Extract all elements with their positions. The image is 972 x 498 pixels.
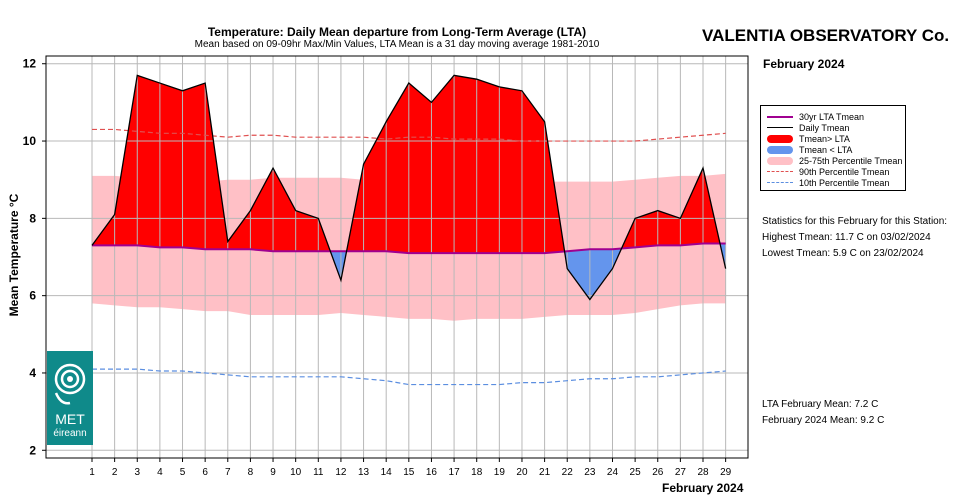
x-tick-label: 16 [426, 467, 438, 478]
p90-line [92, 128, 726, 142]
stats-heading: Statistics for this February for this St… [762, 216, 948, 227]
x-tick-label: 7 [225, 467, 231, 478]
above-lta-fill [499, 86, 522, 254]
above-lta-fill [250, 168, 274, 252]
stats-lowest: Lowest Tmean: 5.9 C on 23/02/2024 [762, 248, 924, 259]
x-tick-label: 24 [607, 467, 619, 478]
legend-swatch-p90 [767, 171, 793, 172]
y-tick-label: 2 [29, 443, 36, 457]
x-tick-label: 28 [697, 467, 709, 478]
lta-line [92, 242, 726, 255]
below-lta-fill [567, 249, 590, 300]
daily-line [91, 74, 727, 301]
above-lta-fill [159, 83, 183, 248]
x-tick-label: 13 [358, 467, 370, 478]
chart-subtitle: Mean based on 09-09hr Max/Min Values, LT… [194, 39, 600, 50]
x-tick-label: 10 [290, 467, 302, 478]
p10-line [92, 368, 726, 386]
chart-title: Temperature: Daily Mean departure from L… [207, 25, 587, 39]
legend-swatch-above [767, 135, 793, 143]
above-lta-fill [657, 210, 681, 246]
x-tick-label: 1 [89, 467, 95, 478]
above-lta-fill [431, 75, 455, 254]
met-eireann-logo: MET éireann [47, 351, 93, 445]
x-tick-label: 20 [516, 467, 528, 478]
x-tick-label: 23 [584, 467, 596, 478]
x-tick-label: 8 [248, 467, 254, 478]
above-lta-fill [521, 90, 545, 254]
legend-label: 10th Percentile Tmean [799, 178, 890, 188]
legend-swatch-lta [767, 116, 793, 118]
legend-swatch-below [767, 146, 793, 154]
above-lta-fill [295, 210, 319, 252]
above-lta-fill [476, 79, 500, 254]
above-lta-fill [680, 168, 704, 246]
chart-legend: 30yr LTA Tmean Daily Tmean Tmean> LTA Tm… [760, 105, 906, 191]
above-lta-fill [182, 83, 206, 250]
below-lta-fill [589, 249, 613, 300]
y-tick-label: 8 [29, 211, 36, 225]
x-tick-label: 27 [675, 467, 687, 478]
x-tick-label: 15 [403, 467, 415, 478]
x-tick-label: 6 [202, 467, 208, 478]
above-lta-fill [137, 75, 160, 248]
x-tick-label: 2 [112, 467, 118, 478]
x-tick-label: 5 [180, 467, 186, 478]
above-lta-fill [454, 75, 477, 254]
above-lta-fill [114, 75, 138, 246]
legend-label: Daily Tmean [799, 123, 850, 133]
y-tick-label: 12 [23, 57, 37, 71]
x-tick-label: 21 [539, 467, 551, 478]
legend-label: 90th Percentile Tmean [799, 167, 890, 177]
stats-highest: Highest Tmean: 11.7 C on 03/02/2024 [762, 232, 931, 243]
above-lta-fill [273, 168, 296, 252]
x-tick-label: 18 [471, 467, 483, 478]
above-lta-fill [408, 83, 432, 254]
x-tick-label: 25 [630, 467, 642, 478]
stats-lta-mean: LTA February Mean: 7.2 C [762, 399, 879, 410]
x-tick-label: 29 [720, 467, 732, 478]
stats-month-mean: February 2024 Mean: 9.2 C [762, 415, 885, 426]
x-tick-label: 26 [652, 467, 664, 478]
y-tick-label: 4 [29, 366, 36, 380]
legend-label: 30yr LTA Tmean [799, 112, 865, 122]
above-lta-fill [227, 210, 251, 250]
swirl-icon [54, 363, 86, 405]
x-tick-label: 17 [449, 467, 461, 478]
x-tick-label: 3 [134, 467, 140, 478]
legend-swatch-daily [767, 127, 793, 128]
legend-swatch-p10 [767, 182, 793, 183]
logo-text-met: MET [55, 411, 85, 427]
x-tick-label: 19 [494, 467, 506, 478]
legend-swatch-band [767, 157, 793, 165]
legend-label: Tmean < LTA [799, 145, 853, 155]
x-axis-label: February 2024 [662, 481, 744, 495]
period-label: February 2024 [763, 57, 845, 71]
x-tick-label: 12 [335, 467, 347, 478]
x-tick-label: 22 [562, 467, 574, 478]
x-tick-label: 14 [381, 467, 393, 478]
above-lta-fill [635, 210, 658, 248]
plot-frame [45, 55, 749, 459]
y-tick-label: 6 [29, 289, 36, 303]
x-tick-label: 11 [313, 467, 324, 478]
legend-label: Tmean> LTA [799, 134, 850, 144]
station-name: VALENTIA OBSERVATORY Co. [702, 26, 950, 45]
x-tick-label: 9 [270, 467, 276, 478]
x-tick-label: 4 [157, 467, 163, 478]
logo-text-eireann: éireann [53, 428, 87, 439]
y-tick-label: 10 [23, 134, 37, 148]
legend-label: 25-75th Percentile Tmean [799, 156, 903, 166]
above-lta-fill [386, 83, 409, 254]
